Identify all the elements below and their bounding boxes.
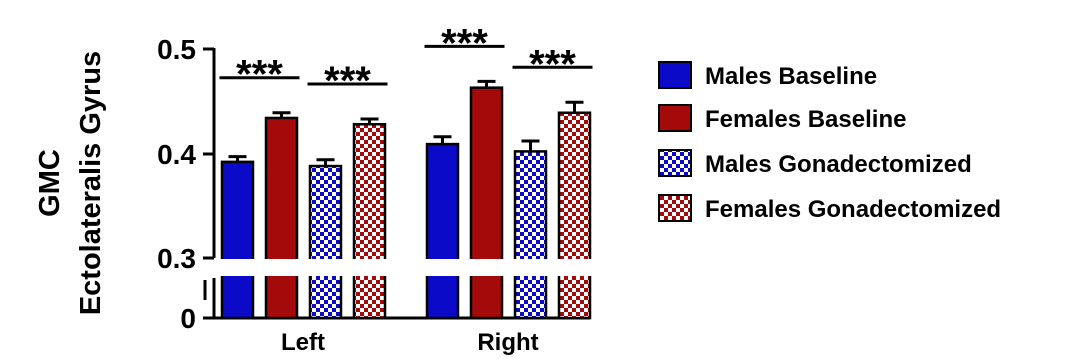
legend-swatch-males-gonadectomized [658,149,692,177]
legend-item-females-gonadectomized: Females Gonadectomized [658,194,1001,223]
legend-label-females-gonadectomized: Females Gonadectomized [705,196,1001,223]
error-bar-right-males-gonadectomized [521,139,540,152]
bar-right-males-gonadectomized [513,150,548,320]
y-axis-label: GMC Ectolateralis Gyrus [34,51,107,315]
legend-label-females-baseline: Females Baseline [705,106,906,133]
axis-break-gap [216,259,596,276]
legend-item-females-baseline: Females Baseline [658,104,906,133]
y-ticks [203,47,214,320]
y-tick-label-0.5: 0.5 [157,34,196,65]
legend-swatch-females-baseline [658,104,692,132]
error-bar-left-females-baseline [272,111,291,118]
significance-label-2: *** [441,21,488,65]
significance-label-3: *** [529,42,576,86]
y-axis-label-line-1: GMC [34,149,66,217]
bar-left-males-baseline [220,160,255,320]
y-tick-label-0.3: 0.3 [157,243,196,274]
significance-annotations: *** *** *** *** [219,21,593,103]
y-axis-label-line-2: Ectolateralis Gyrus [75,51,107,315]
x-tick-labels: Left Right [281,329,539,356]
error-bars [228,79,584,167]
y-tick-labels: 0.5 0.4 0.3 0 [157,34,196,334]
legend-swatch-males-baseline [658,61,692,89]
bar-right-females-gonadectomized [557,111,592,320]
legend-label-males-baseline: Males Baseline [705,63,877,90]
y-tick-label-0.4: 0.4 [157,139,196,170]
bars [220,86,592,320]
bar-right-females-baseline [469,86,504,320]
error-bar-right-females-gonadectomized [565,100,584,113]
y-tick-label-0.0: 0 [180,303,196,334]
legend-label-males-gonadectomized: Males Gonadectomized [705,151,972,178]
legend-item-males-baseline: Males Baseline [658,61,877,90]
error-bar-left-males-baseline [228,155,247,162]
legend-swatch-females-gonadectomized [658,194,692,222]
x-tick-label-right: Right [477,329,538,356]
bar-left-females-baseline [264,116,299,320]
error-bar-right-females-baseline [477,79,496,88]
bar-left-males-gonadectomized [308,164,343,320]
error-bar-left-males-gonadectomized [316,158,335,167]
bar-right-males-baseline [425,142,460,320]
legend: Males Baseline Females Baseline Males Go… [658,61,1001,223]
error-bar-right-males-baseline [433,135,452,145]
legend-item-males-gonadectomized: Males Gonadectomized [658,149,972,178]
error-bar-left-females-gonadectomized [360,117,379,125]
significance-label-1: *** [324,59,371,103]
x-tick-label-left: Left [281,329,325,356]
significance-label-0: *** [236,53,283,97]
bar-left-females-gonadectomized [352,122,387,320]
